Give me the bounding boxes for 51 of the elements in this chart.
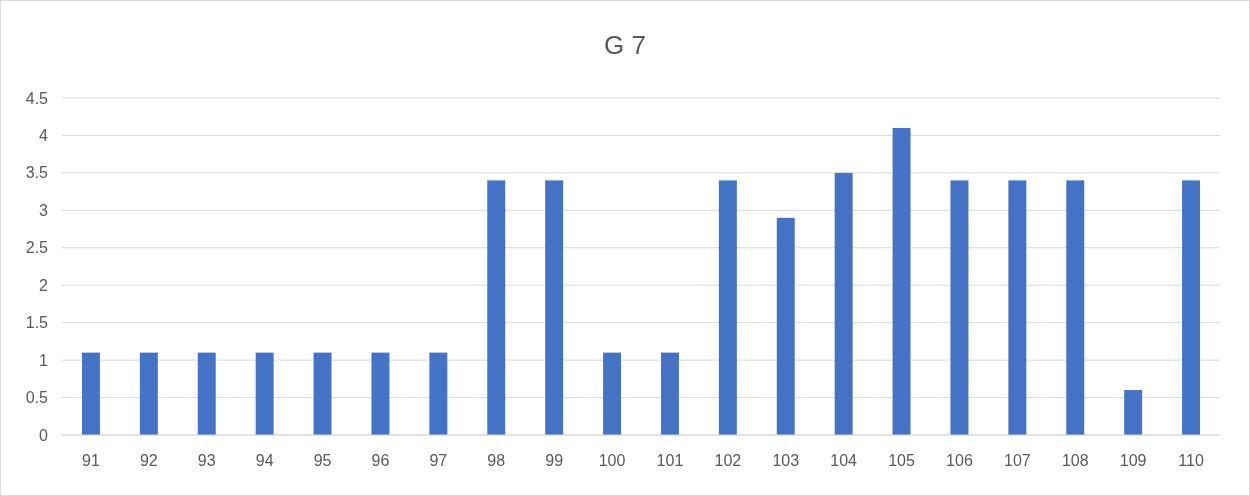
bar xyxy=(603,352,622,435)
x-tick-label: 108 xyxy=(1061,452,1089,469)
bar xyxy=(139,352,158,435)
x-tick-label: 107 xyxy=(1004,452,1031,469)
bar xyxy=(776,217,795,435)
x-tick-label: 98 xyxy=(487,452,506,469)
bar xyxy=(950,180,969,435)
x-tick-label: 97 xyxy=(429,452,448,469)
x-tick-label: 106 xyxy=(946,452,973,469)
x-tick-label: 96 xyxy=(371,452,390,469)
bar xyxy=(1182,180,1201,435)
x-tick-label: 100 xyxy=(598,452,626,469)
x-tick-label: 102 xyxy=(714,452,742,469)
bar xyxy=(892,127,911,435)
y-tick-label: 3.5 xyxy=(25,164,49,182)
bar xyxy=(660,352,679,435)
bar xyxy=(255,352,274,435)
y-tick-label: 2.5 xyxy=(25,239,49,257)
x-tick-label: 103 xyxy=(772,452,800,469)
x-tick-label: 94 xyxy=(255,452,274,469)
y-tick-label: 4 xyxy=(39,127,49,145)
x-tick-label: 93 xyxy=(197,452,216,469)
bar xyxy=(371,352,390,435)
x-tick-label: 109 xyxy=(1119,452,1147,469)
bar xyxy=(313,352,332,435)
x-tick-label: 91 xyxy=(82,452,100,469)
x-tick-label: 101 xyxy=(656,452,684,469)
x-tick-label: 105 xyxy=(888,452,915,469)
bar xyxy=(545,180,564,435)
bar xyxy=(81,352,100,435)
y-tick-label: 0.5 xyxy=(25,389,49,407)
x-tick-label: 92 xyxy=(139,452,158,469)
x-tick-label: 104 xyxy=(830,452,858,469)
y-tick-label: 1 xyxy=(39,351,49,369)
bar xyxy=(197,352,216,435)
y-tick-label: 3 xyxy=(39,201,49,219)
chart-title: G 7 xyxy=(604,30,646,60)
bar xyxy=(834,172,853,435)
bar xyxy=(429,352,448,435)
y-tick-label: 0 xyxy=(39,426,49,444)
x-tick-label: 95 xyxy=(313,452,332,469)
bar xyxy=(1008,180,1027,435)
bar xyxy=(1066,180,1085,435)
y-tick-label: 4.5 xyxy=(25,89,49,107)
bar xyxy=(718,180,737,435)
bar xyxy=(1124,390,1143,435)
y-tick-label: 1.5 xyxy=(25,314,49,332)
x-tick-label: 110 xyxy=(1178,452,1204,469)
y-tick-label: 2 xyxy=(39,276,49,294)
x-tick-label: 99 xyxy=(545,452,564,469)
bar xyxy=(487,180,506,435)
